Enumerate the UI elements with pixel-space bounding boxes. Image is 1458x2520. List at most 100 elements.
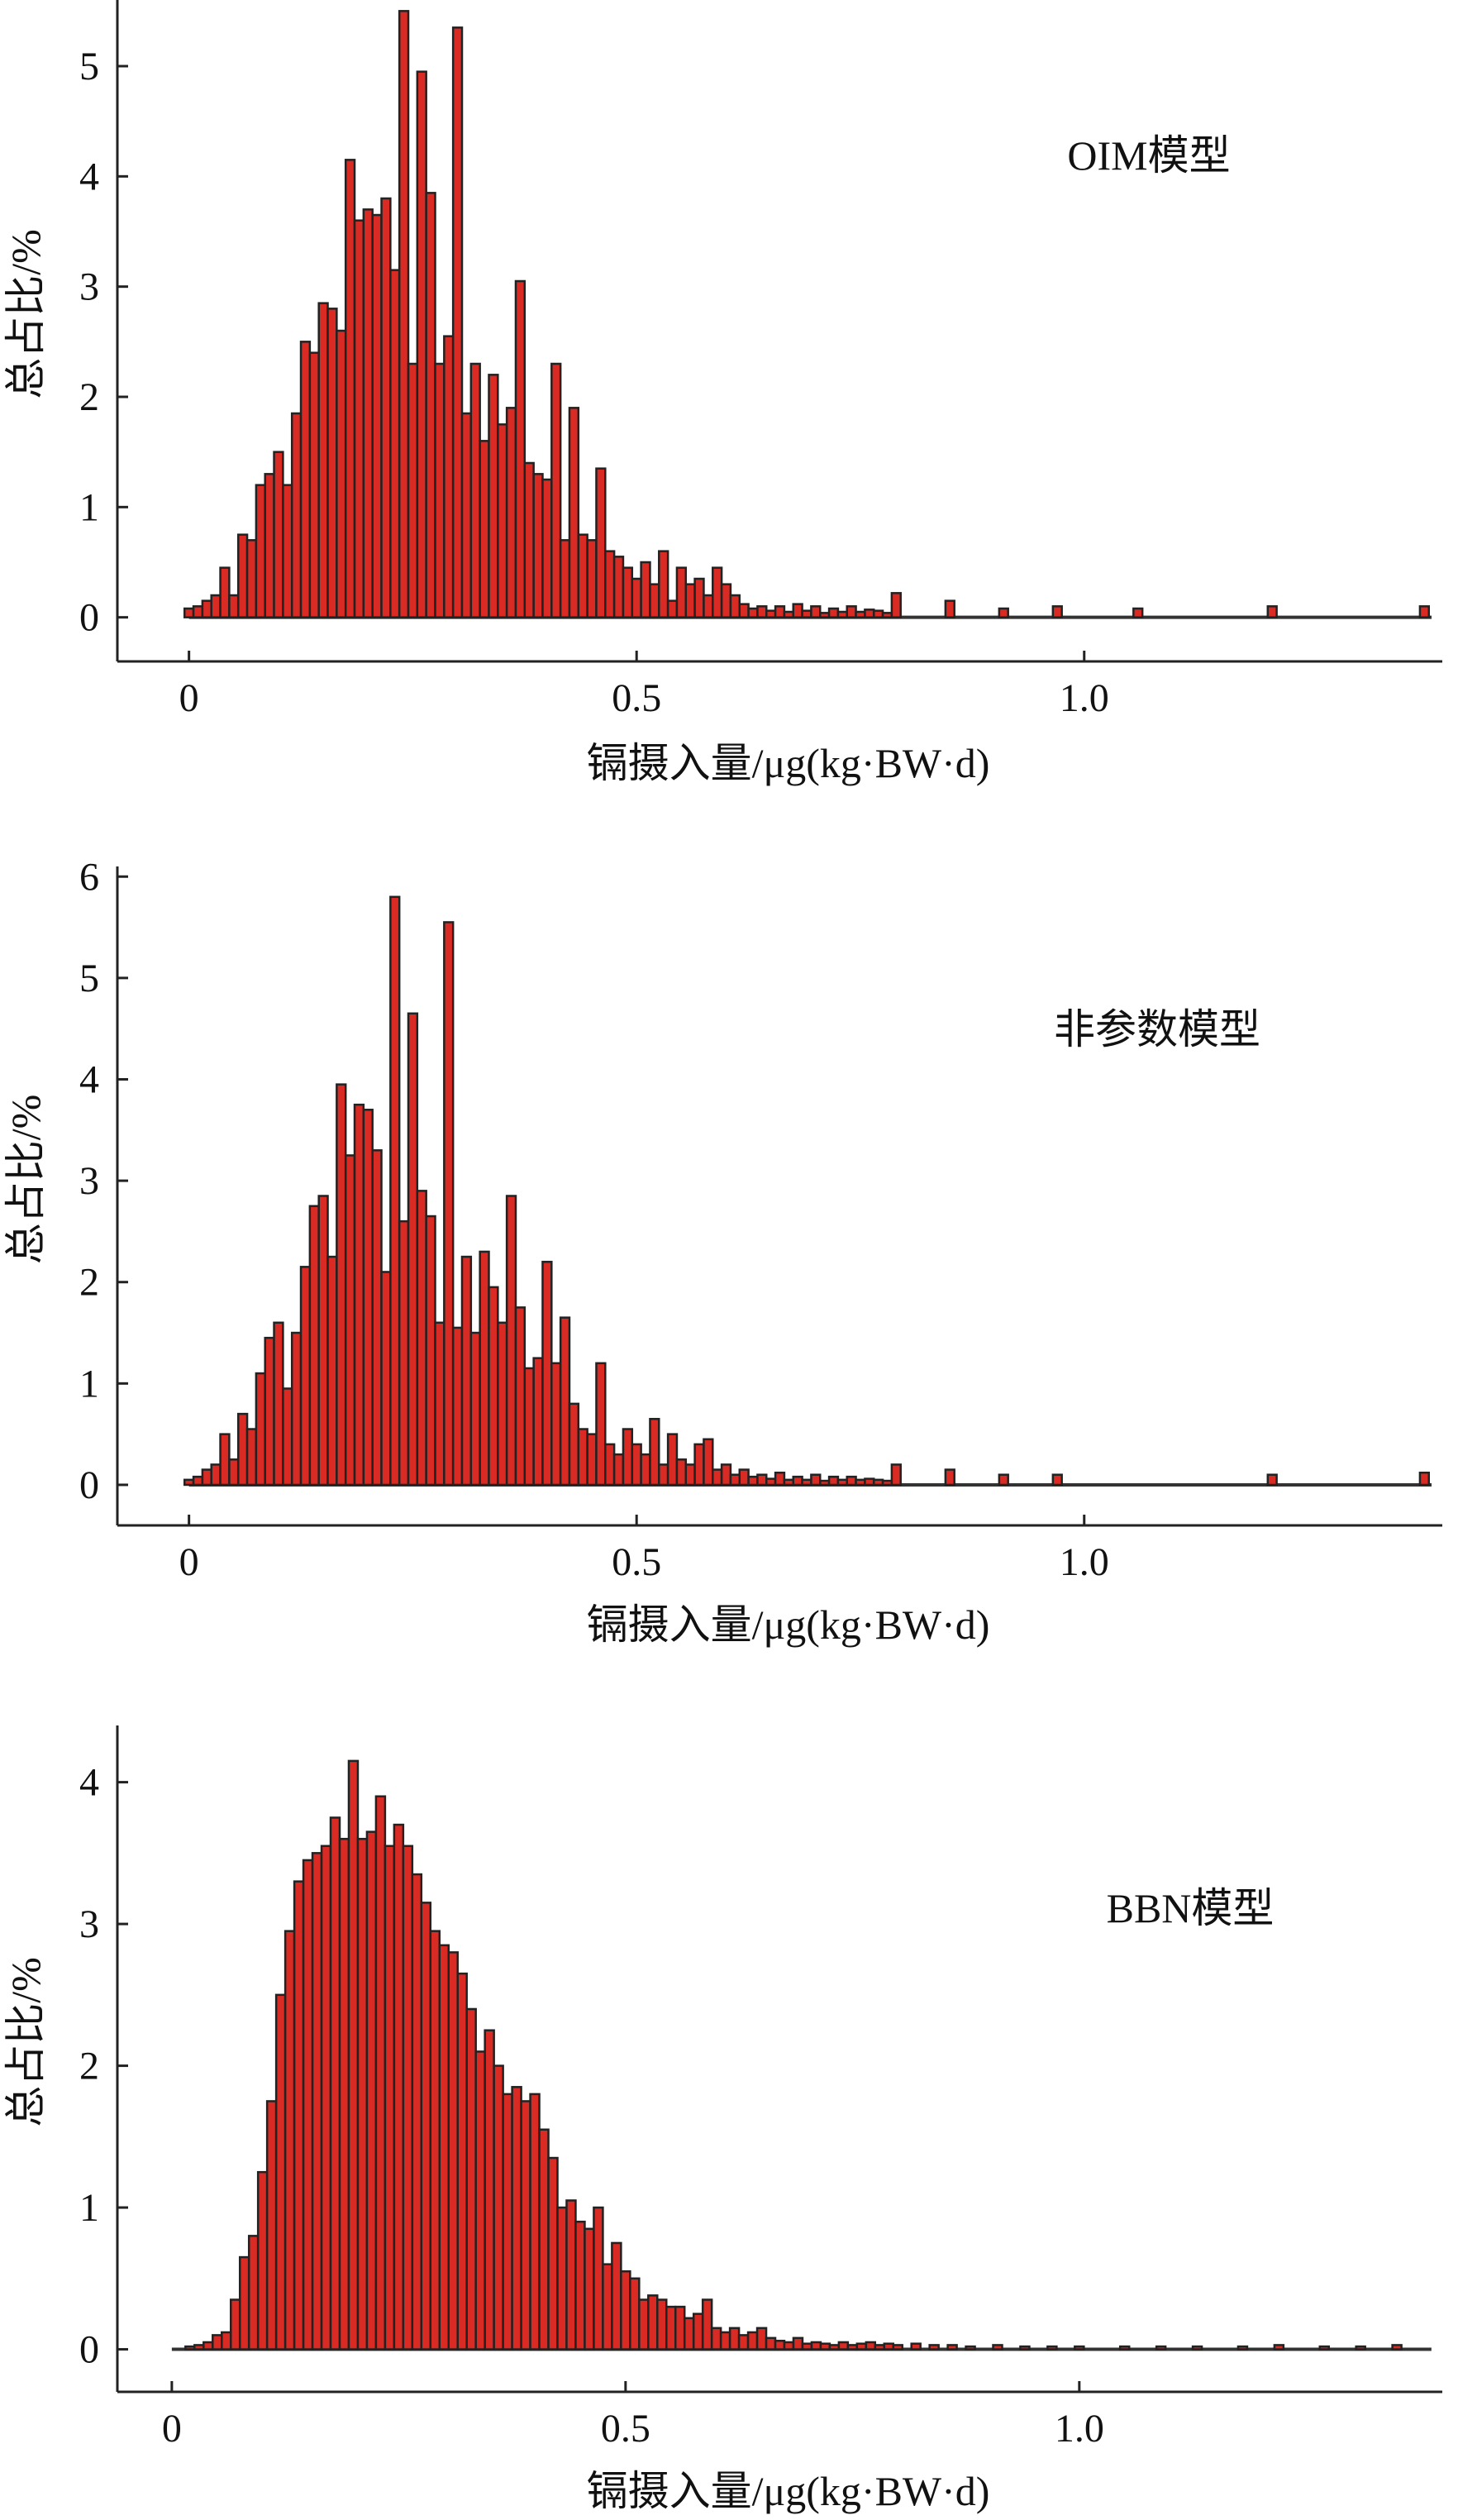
histogram-bar bbox=[514, 1306, 526, 1487]
histogram-bar bbox=[402, 1845, 414, 2351]
histogram-bar bbox=[774, 605, 786, 618]
histogram-bar bbox=[514, 279, 526, 618]
histogram-bar bbox=[666, 1433, 679, 1487]
histogram-bar bbox=[890, 592, 902, 618]
x-axis-label: 镉摄入量/μg(kg·BW·d) bbox=[587, 740, 990, 786]
x-tick-label: 0 bbox=[179, 1540, 199, 1584]
histogram-bar bbox=[479, 440, 490, 618]
histogram-bar bbox=[992, 2344, 1003, 2351]
histogram-panel-3: 0 1 2 3 4 0 0.5 1.0 镉摄入量/μg(kg·BW·d) 总占比/% BBN模型 bbox=[2, 1725, 1442, 2514]
y-tick-label: 3 bbox=[79, 1159, 99, 1203]
histogram-bar bbox=[586, 1433, 598, 1487]
histogram-bar bbox=[747, 607, 759, 618]
histogram-bar bbox=[810, 2341, 822, 2351]
histogram-bar bbox=[256, 2170, 269, 2351]
histogram-bar bbox=[282, 1387, 293, 1487]
histogram-bar bbox=[629, 2277, 641, 2351]
histogram-bar bbox=[1266, 1473, 1278, 1487]
histogram-bar bbox=[622, 566, 634, 618]
histogram-bar bbox=[236, 1412, 249, 1487]
histogram-bar bbox=[238, 2255, 250, 2351]
histogram-bar bbox=[1355, 2345, 1366, 2351]
histogram-bar bbox=[611, 2241, 622, 2351]
y-tick-label: 5 bbox=[79, 957, 99, 1000]
x-tick-label: 0.5 bbox=[612, 1540, 661, 1584]
histogram-bar bbox=[846, 605, 857, 618]
histogram-bar bbox=[783, 610, 794, 618]
histogram-bar bbox=[559, 539, 571, 618]
histogram-bar bbox=[647, 2294, 659, 2351]
histogram-bar bbox=[728, 2327, 741, 2351]
histogram-bar bbox=[299, 341, 312, 618]
y-tick-label: 2 bbox=[79, 375, 99, 419]
histogram-bar bbox=[411, 1873, 423, 2351]
histogram-bar bbox=[756, 1473, 768, 1487]
histogram-bar bbox=[846, 2344, 859, 2351]
histogram-bar bbox=[236, 533, 249, 618]
histogram-bar bbox=[710, 2327, 722, 2351]
histogram-bar bbox=[819, 2342, 831, 2351]
histogram-bar bbox=[192, 605, 204, 618]
y-axis-label: 总占比/% bbox=[2, 229, 49, 399]
histogram-bar bbox=[666, 599, 679, 618]
histogram-bar bbox=[505, 407, 517, 618]
x-tick-label: 1.0 bbox=[1060, 1540, 1109, 1584]
histogram-bar bbox=[474, 2050, 486, 2351]
histogram-bar bbox=[684, 1463, 696, 1487]
histogram-bar bbox=[568, 407, 580, 618]
histogram-bar bbox=[818, 1479, 831, 1487]
histogram-bar bbox=[374, 1795, 387, 2351]
histogram-bar bbox=[550, 362, 562, 618]
histogram-bar bbox=[649, 1418, 660, 1487]
histogram-bar bbox=[828, 2344, 841, 2351]
y-tick-label: 1 bbox=[79, 485, 99, 529]
histogram-bar bbox=[308, 351, 320, 618]
histogram-bar bbox=[746, 2331, 759, 2351]
histogram-bar bbox=[855, 1478, 866, 1487]
histogram-bar bbox=[1155, 2345, 1167, 2351]
histogram-bar bbox=[425, 1215, 436, 1487]
histogram-bar bbox=[881, 612, 893, 618]
histogram-bar bbox=[765, 609, 777, 618]
histogram-bar bbox=[792, 2336, 804, 2351]
histogram-bar bbox=[928, 2344, 940, 2351]
histogram-bar bbox=[505, 1195, 517, 1487]
histogram-bar bbox=[523, 461, 535, 618]
histogram-bar bbox=[520, 2100, 531, 2351]
y-tick-label: 4 bbox=[79, 1057, 99, 1101]
histogram-bar bbox=[273, 1321, 284, 1487]
histogram-bar bbox=[264, 473, 275, 618]
histogram-bar bbox=[577, 533, 588, 618]
histogram-bar bbox=[1132, 607, 1144, 618]
histogram-bar bbox=[712, 566, 723, 618]
histogram-bar bbox=[855, 610, 866, 618]
histogram-bar bbox=[407, 362, 419, 618]
histogram-bar bbox=[755, 2327, 768, 2351]
histogram-bar bbox=[229, 2298, 241, 2351]
histogram-bar bbox=[792, 603, 803, 618]
histogram-bar bbox=[502, 2093, 513, 2351]
histogram-bar bbox=[801, 609, 812, 618]
histogram-bar bbox=[443, 335, 455, 618]
histogram-bar bbox=[1118, 2345, 1131, 2351]
histogram-bar bbox=[329, 1816, 341, 2351]
histogram-bar bbox=[479, 1250, 490, 1487]
histogram-bar bbox=[577, 1428, 588, 1487]
histogram-bar bbox=[398, 10, 410, 618]
y-tick-label: 5 bbox=[79, 45, 99, 88]
y-tick-label: 4 bbox=[79, 155, 99, 198]
histogram-bar bbox=[184, 2345, 196, 2351]
histogram-bar bbox=[1019, 2345, 1031, 2351]
histogram-bar bbox=[183, 607, 195, 618]
histogram-bar bbox=[801, 1478, 812, 1487]
histogram-bar bbox=[228, 594, 240, 618]
histogram-bar bbox=[1273, 2344, 1285, 2351]
histogram-bar bbox=[210, 1463, 222, 1487]
histogram-bar bbox=[684, 583, 696, 618]
histogram-bar bbox=[380, 197, 392, 618]
histogram-bar bbox=[719, 2331, 731, 2351]
histogram-bar bbox=[604, 550, 616, 618]
histogram-bar bbox=[818, 612, 831, 618]
